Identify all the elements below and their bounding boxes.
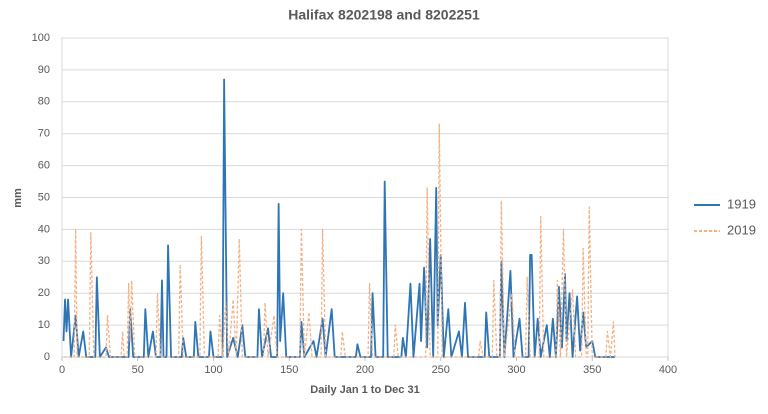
x-tick-label: 250 xyxy=(432,364,450,376)
legend-label: 2019 xyxy=(727,222,756,237)
y-tick-label: 40 xyxy=(38,223,50,235)
y-tick-label: 50 xyxy=(38,191,50,203)
data-line xyxy=(63,123,616,358)
chart-title: Halifax 8202198 and 8202251 xyxy=(288,7,480,23)
y-tick-label: 0 xyxy=(44,351,50,363)
y-axis-label: mm xyxy=(12,188,24,208)
y-tick-label: 60 xyxy=(38,160,50,172)
legend-label: 1919 xyxy=(727,196,756,211)
y-tick-label: 90 xyxy=(38,64,50,76)
x-tick-label: 400 xyxy=(659,364,677,376)
x-tick-label: 0 xyxy=(59,364,65,376)
x-tick-label: 150 xyxy=(280,364,298,376)
x-tick-label: 350 xyxy=(583,364,601,376)
x-tick-label: 200 xyxy=(356,364,374,376)
y-tick-label: 10 xyxy=(38,319,50,331)
x-tick-label: 300 xyxy=(507,364,525,376)
y-tick-label: 80 xyxy=(38,96,50,108)
y-tick-label: 70 xyxy=(38,128,50,140)
y-tick-label: 20 xyxy=(38,287,50,299)
x-tick-label: 100 xyxy=(204,364,222,376)
x-axis-label: Daily Jan 1 to Dec 31 xyxy=(310,384,419,396)
y-tick-label: 100 xyxy=(32,32,50,44)
y-tick-label: 30 xyxy=(38,255,50,267)
x-tick-label: 50 xyxy=(132,364,144,376)
